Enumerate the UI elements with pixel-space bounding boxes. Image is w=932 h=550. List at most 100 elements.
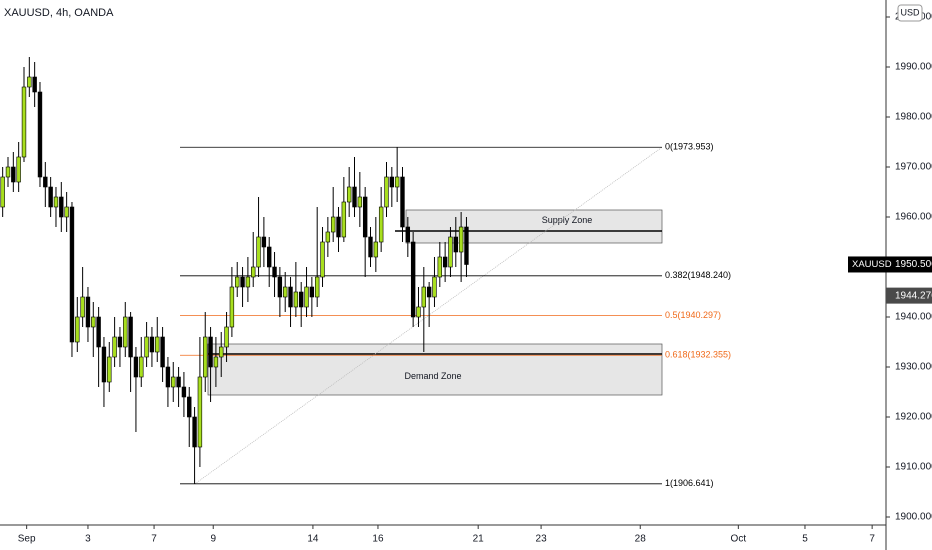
candle-body [384,176,389,208]
candle-body [298,291,304,308]
candle-body [426,286,432,298]
candle-body [421,286,427,308]
candle-body [187,396,192,418]
x-tick-label: 7 [151,534,157,545]
prev-price-tag [886,287,932,304]
candle-body [32,76,37,93]
candle-body [314,276,320,298]
candle-body [400,176,405,228]
last-price-label: 1950.506 [895,259,932,270]
candle-body [442,256,448,268]
candle-body [11,166,16,183]
candle-body [458,226,464,253]
candle-body [139,356,144,378]
zone-box [207,343,663,396]
candle-body [112,336,117,358]
candle-body [320,241,325,278]
chart-title: XAUUSD, 4h, OANDA [4,7,114,19]
candle-body [75,316,80,343]
candle-body [336,216,341,238]
fib-label: 0.618(1932.355) [665,350,731,360]
candle-body [48,186,53,208]
candle-body [448,236,453,268]
candle-body [160,336,165,368]
candle-body [245,276,251,288]
symbol-label: XAUUSD [852,259,892,270]
candle-body [389,176,395,188]
y-tick-label: 1980.000 [895,112,932,123]
candle-body [272,266,277,278]
candle-body [64,206,69,218]
candle-body [277,276,283,298]
candle-body [5,166,11,178]
x-tick-label: 23 [536,534,548,545]
candle-body [416,306,421,318]
y-tick-label: 1990.000 [895,62,932,73]
candle-body [224,326,229,348]
candle-body [357,196,363,208]
candle-body [96,316,101,348]
y-tick-label: 1900.000 [895,512,932,523]
candle-body [256,236,261,268]
candle-body [362,196,368,238]
candle-body [373,241,379,258]
candle-body [352,186,357,208]
x-tick-label: 3 [85,534,91,545]
candle-body [229,286,235,328]
candle-body [155,336,160,353]
last-price-tag [848,256,932,273]
candle-body [309,286,315,298]
candle-body [341,201,347,238]
x-tick-label: Sep [18,534,36,545]
candle-body [21,86,27,158]
candle-body [53,196,59,208]
x-tick-label: 21 [473,534,485,545]
x-tick-label: 16 [372,534,384,545]
candle-body [453,236,458,253]
candle-body [16,156,21,183]
fib-label: 0.382(1948.240) [665,270,731,280]
candle-body [85,296,91,328]
candle-body [0,176,5,208]
prev-price-label: 1944.276 [895,290,932,301]
candle-body [176,376,181,388]
x-tick-label: 28 [635,534,647,545]
candle-body [432,276,437,298]
x-tick-label: Oct [731,534,747,545]
candle-body [149,336,155,353]
candle-body [464,226,469,265]
x-tick-label: 14 [307,534,319,545]
candle-body [410,241,416,318]
candle-body [293,291,299,308]
candle-body [133,356,139,378]
candle-body [346,186,352,203]
fib-label: 0(1973.953) [665,142,714,152]
currency-badge [897,4,923,22]
candle-body [304,286,309,308]
candle-body [123,316,128,348]
candle-body [192,416,197,448]
candle-body [368,236,373,258]
candle-body [378,206,384,243]
candle-body [235,276,240,288]
candle-body [208,336,213,368]
candle-body [405,226,411,243]
currency-label: USD [900,7,920,17]
candle-body [128,316,133,358]
fib-label: 0.5(1940.297) [665,310,721,320]
candle-body [69,206,75,343]
candle-body [107,356,112,383]
candle-body [43,176,48,188]
candle-body [283,286,288,298]
candle-body [37,91,43,178]
candle-body [101,346,107,383]
candle-body [171,376,176,388]
candle-body [91,316,96,328]
candle-body [219,346,224,358]
fib-label: 1(1906.641) [665,478,714,488]
candle-body [213,356,219,368]
y-tick-label: 1930.000 [895,362,932,373]
plot-area: Supply Zone Demand Zone 0(1973.953) 0.382(1… [0,57,731,488]
candle-body [197,376,203,448]
x-tick-label: 9 [210,534,216,545]
